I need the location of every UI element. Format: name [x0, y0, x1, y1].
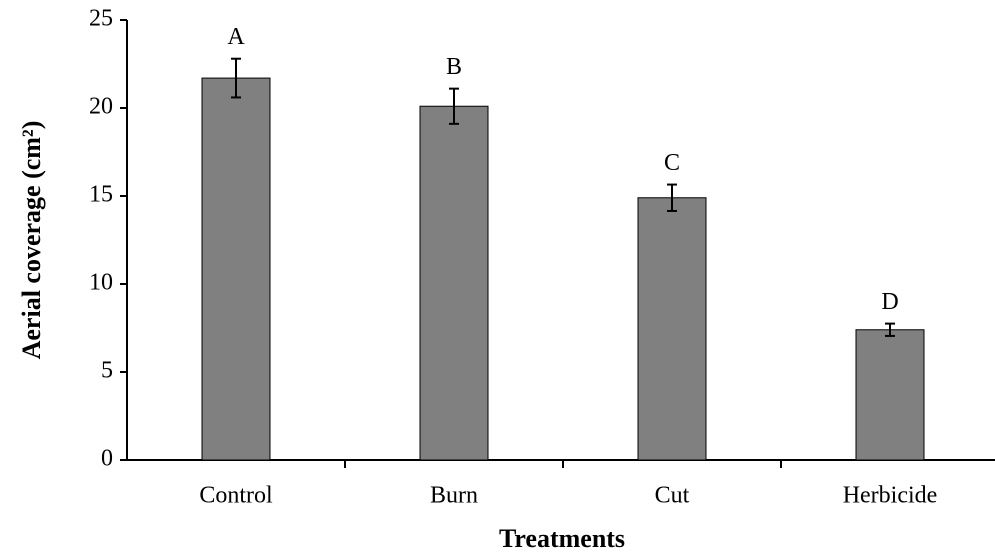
- y-axis-label: Aerial coverage (cm²): [17, 121, 46, 360]
- y-tick-label: 25: [89, 6, 113, 32]
- y-tick-label: 10: [89, 270, 113, 296]
- bar: [419, 105, 489, 461]
- y-tick-label: 20: [89, 94, 113, 120]
- x-tick-label: Control: [199, 483, 273, 509]
- y-tick-label: 5: [101, 358, 113, 384]
- annotation: B: [446, 54, 462, 80]
- y-tick-label: 15: [89, 182, 113, 208]
- annotation: D: [881, 289, 898, 315]
- x-tick-label: Herbicide: [843, 483, 938, 509]
- bar: [855, 329, 925, 461]
- x-tick-label: Cut: [655, 483, 690, 509]
- x-axis-label: Treatments: [499, 524, 625, 553]
- bar: [201, 77, 271, 461]
- annotation: A: [227, 24, 245, 50]
- x-tick-label: Burn: [430, 483, 478, 509]
- y-tick-label: 0: [101, 446, 113, 472]
- bar: [637, 197, 707, 461]
- annotation: C: [664, 150, 680, 176]
